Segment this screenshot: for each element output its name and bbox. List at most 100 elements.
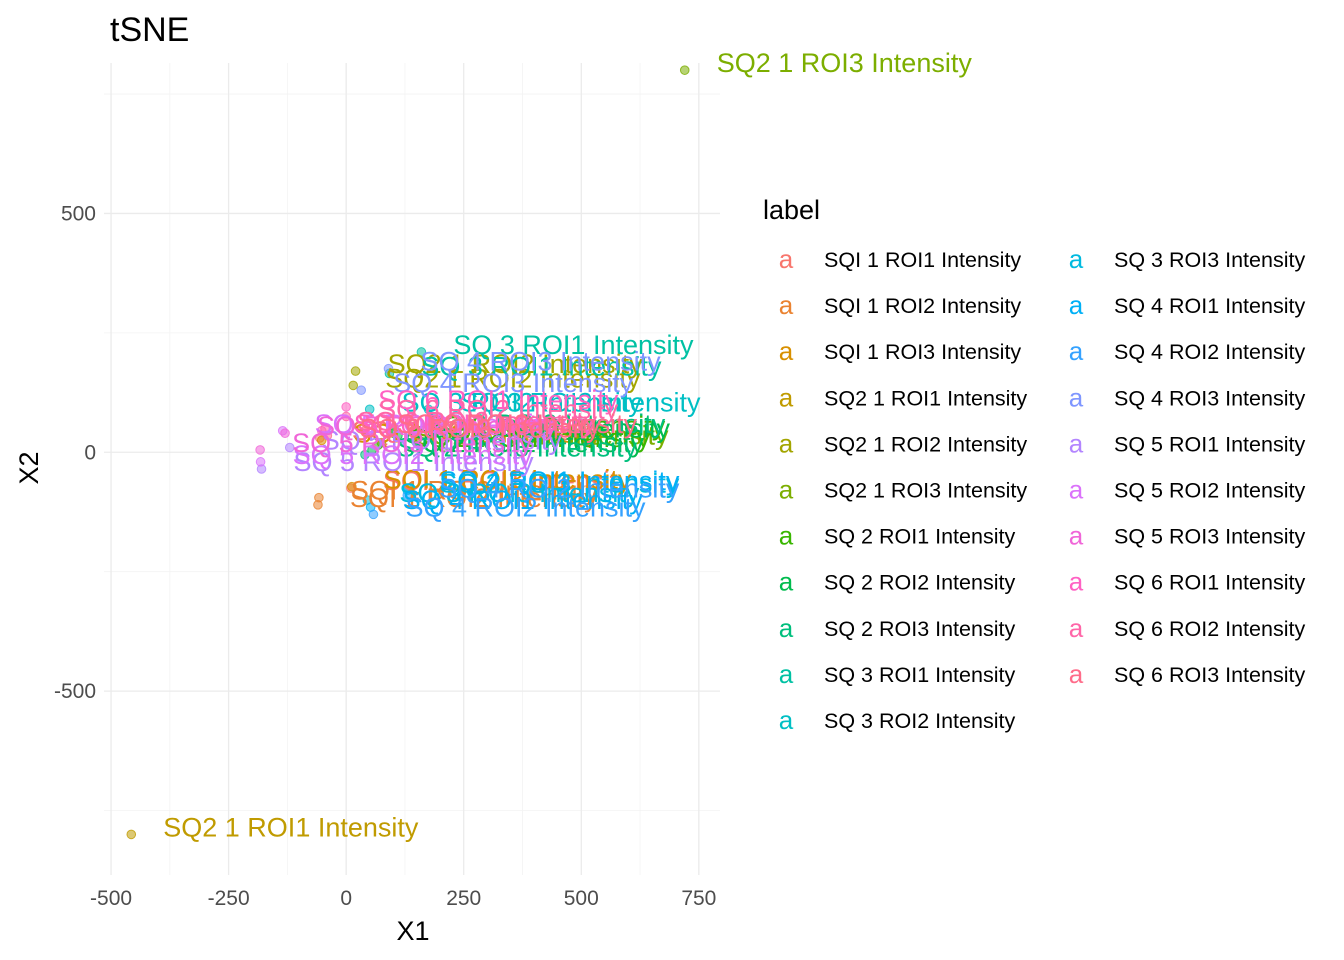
legend-item: a SQ2 1 ROI2 Intensity bbox=[779, 428, 1028, 458]
legend-key-glyph: a bbox=[1069, 428, 1084, 458]
legend-label: SQ 6 ROI1 Intensity bbox=[1114, 571, 1305, 595]
point-text-label: SQ 5 ROI1 Intensity bbox=[322, 426, 563, 456]
point-text-label: SQ2 1 ROI2 Intensity bbox=[385, 363, 641, 393]
y-tick-label: -500 bbox=[54, 680, 96, 703]
legend-key-glyph: a bbox=[1069, 475, 1084, 505]
legend-label: SQ 2 ROI1 Intensity bbox=[824, 525, 1015, 549]
point-text-label: SQ 5 ROI1 Intensity bbox=[294, 447, 535, 477]
point-text-label: SQ 6 ROI2 Intensity bbox=[378, 394, 619, 424]
legend-item: a SQ 3 ROI2 Intensity bbox=[779, 705, 1016, 735]
point-labels: SQI 1 ROI1 Intensity SQI 1 ROI1 Intensity… bbox=[163, 48, 972, 842]
legend-item: a SQ 4 ROI3 Intensity bbox=[1069, 382, 1306, 412]
legend-items: a SQI 1 ROI1 Intensity a SQI 1 ROI2 Intensi… bbox=[779, 244, 1306, 735]
point-text-label: SQ 4 ROI3 Intensity bbox=[393, 368, 634, 398]
point-text-label: SQ 3 ROI1 Intensity bbox=[453, 330, 694, 360]
legend: label a SQI 1 ROI1 Intensity a SQI 1 ROI2 I… bbox=[763, 195, 1305, 735]
legend-item: a SQ 2 ROI2 Intensity bbox=[779, 567, 1016, 597]
point-text-label: SQ 4 ROI1 Intensity bbox=[403, 485, 644, 515]
legend-item: a SQ2 1 ROI3 Intensity bbox=[779, 475, 1028, 505]
legend-key-glyph: a bbox=[1069, 290, 1084, 320]
legend-key-glyph: a bbox=[779, 567, 794, 597]
scatter-point bbox=[255, 445, 265, 455]
legend-label: SQI 1 ROI1 Intensity bbox=[824, 248, 1021, 272]
legend-label: SQ 3 ROI2 Intensity bbox=[824, 709, 1015, 733]
legend-item: a SQI 1 ROI1 Intensity bbox=[779, 244, 1022, 274]
x-tick-label: -500 bbox=[90, 887, 132, 910]
scatter-point bbox=[360, 425, 370, 436]
point-text-label: SQI 1 ROI2 Intensity bbox=[351, 476, 599, 506]
legend-label: SQI 1 ROI2 Intensity bbox=[824, 294, 1021, 318]
point-text-label: SQI 1 ROI1 Intensity bbox=[352, 416, 600, 446]
legend-label: SQ 5 ROI2 Intensity bbox=[1114, 479, 1305, 503]
legend-item: a SQ 6 ROI1 Intensity bbox=[1069, 567, 1306, 597]
legend-item: a SQ 2 ROI1 Intensity bbox=[779, 521, 1016, 551]
point-text-label: SQ 6 ROI3 Intensity bbox=[359, 414, 600, 444]
point-text-label: SQ 6 ROI1 Intensity bbox=[378, 385, 619, 415]
point-text-label: SQ 4 ROI3 Intensity bbox=[420, 347, 661, 377]
legend-label: SQ2 1 ROI3 Intensity bbox=[824, 479, 1027, 503]
point-text-label: SQ 6 ROI2 Intensity bbox=[357, 406, 598, 436]
scatter-point bbox=[284, 442, 295, 453]
point-text-label: SQ 3 ROI2 Intensity bbox=[460, 387, 701, 417]
legend-label: SQ 5 ROI3 Intensity bbox=[1114, 525, 1305, 549]
scatter-point bbox=[364, 404, 375, 415]
legend-item: a SQ 2 ROI3 Intensity bbox=[779, 613, 1016, 643]
legend-label: SQ 6 ROI3 Intensity bbox=[1114, 663, 1305, 687]
axis-tick-labels: -500 -250 0 250 500 750 -500 0 500 bbox=[54, 202, 716, 910]
point-text-label: SQ 3 ROI3 Intensity bbox=[399, 478, 640, 508]
legend-item: a SQ 5 ROI1 Intensity bbox=[1069, 428, 1306, 458]
point-text-label: SQ 2 ROI2 Intensity bbox=[404, 428, 645, 458]
legend-key-glyph: a bbox=[779, 382, 794, 412]
x-tick-label: 500 bbox=[564, 887, 599, 910]
point-text-label: SQ 5 ROI2 Intensity bbox=[315, 409, 556, 439]
legend-label: SQ2 1 ROI2 Intensity bbox=[824, 432, 1027, 456]
legend-key-glyph: a bbox=[1069, 521, 1084, 551]
legend-key-glyph: a bbox=[779, 659, 794, 689]
legend-key-glyph: a bbox=[779, 244, 794, 274]
scatter-point bbox=[367, 445, 377, 455]
legend-item: a SQ 5 ROI2 Intensity bbox=[1069, 475, 1306, 505]
legend-label: SQ 3 ROI1 Intensity bbox=[824, 663, 1015, 687]
scatter-point bbox=[356, 385, 367, 395]
scatter-point bbox=[360, 449, 370, 460]
point-text-label: SQ 2 ROI3 Intensity bbox=[425, 409, 666, 439]
legend-label: SQ2 1 ROI1 Intensity bbox=[824, 386, 1027, 410]
legend-key-glyph: a bbox=[779, 613, 794, 643]
legend-label: SQ 2 ROI2 Intensity bbox=[824, 571, 1015, 595]
legend-key-glyph: a bbox=[779, 336, 794, 366]
legend-key-glyph: a bbox=[779, 705, 794, 735]
point-text-label: SQ 2 ROI1 Intensity bbox=[425, 411, 666, 441]
legend-key-glyph: a bbox=[779, 290, 794, 320]
point-text-label: SQ 2 ROI2 Intensity bbox=[430, 414, 671, 444]
point-text-label: SQ 3 ROI3 Intensity bbox=[439, 468, 680, 498]
scatter-point bbox=[322, 430, 333, 441]
y-axis-label: X2 bbox=[14, 451, 44, 484]
point-text-label: SQ2 1 ROI3 Intensity bbox=[717, 48, 973, 78]
legend-key-glyph: a bbox=[1069, 567, 1084, 597]
scatter-point bbox=[255, 457, 266, 467]
legend-key-glyph: a bbox=[779, 475, 794, 505]
legend-label: SQ 4 ROI3 Intensity bbox=[1114, 386, 1305, 410]
legend-key-glyph: a bbox=[1069, 382, 1084, 412]
legend-label: SQ 3 ROI3 Intensity bbox=[1114, 248, 1305, 272]
scatter-point bbox=[423, 404, 434, 415]
legend-item: a SQI 1 ROI2 Intensity bbox=[779, 290, 1022, 320]
point-text-label: SQ2 1 ROI2 Intensity bbox=[388, 349, 644, 379]
point-text-label: SQ 5 ROI3 Intensity bbox=[317, 411, 558, 441]
legend-label: SQ 6 ROI2 Intensity bbox=[1114, 617, 1305, 641]
x-tick-label: -250 bbox=[208, 887, 250, 910]
data-points bbox=[126, 65, 690, 840]
plot-grid bbox=[104, 63, 720, 875]
point-text-label: SQ2 1 ROI3 Intensity bbox=[413, 421, 669, 451]
x-axis-label: X1 bbox=[396, 916, 429, 946]
point-text-label: SQ 4 ROI1 Intensity bbox=[439, 466, 680, 496]
x-tick-label: 750 bbox=[681, 887, 716, 910]
legend-label: SQI 1 ROI3 Intensity bbox=[824, 340, 1021, 364]
scatter-point bbox=[347, 481, 357, 492]
point-text-label: SQ 5 ROI2 Intensity bbox=[293, 440, 534, 470]
legend-label: SQ 4 ROI1 Intensity bbox=[1114, 294, 1305, 318]
point-text-label: SQI 1 ROI3 Intensity bbox=[384, 465, 632, 495]
point-text-label: SQ 5 ROI3 Intensity bbox=[292, 428, 533, 458]
chart-title: tSNE bbox=[110, 11, 189, 49]
